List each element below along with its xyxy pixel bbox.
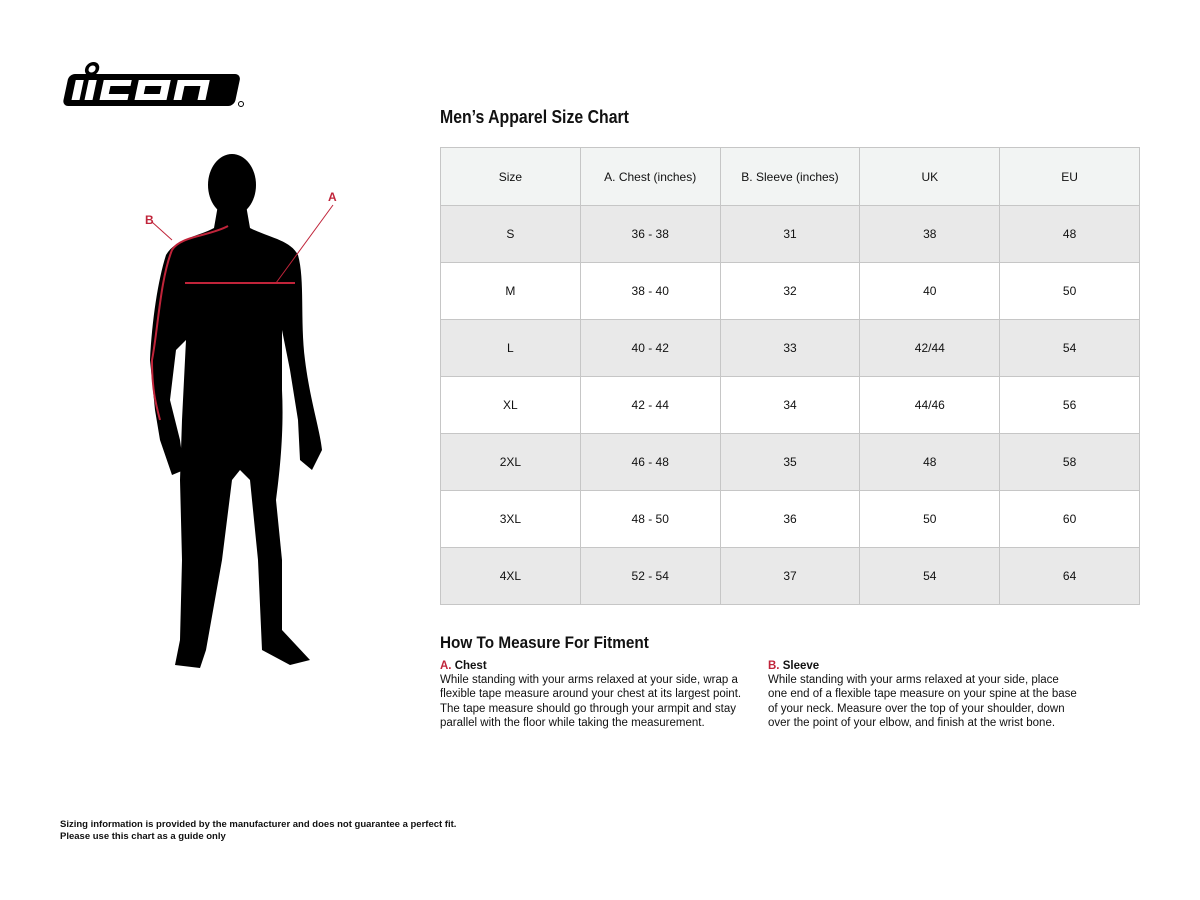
page-title: Men’s Apparel Size Chart: [440, 107, 629, 127]
cell-eu: 58: [999, 433, 1140, 491]
cell-uk: 48: [859, 433, 1001, 491]
table-header-row: Size A. Chest (inches) B. Sleeve (inches…: [440, 147, 1140, 206]
header-uk: UK: [859, 147, 1001, 206]
cell-eu: 56: [999, 376, 1140, 434]
cell-size: 4XL: [440, 547, 581, 605]
cell-uk: 44/46: [859, 376, 1001, 434]
cell-sleeve: 32: [719, 262, 861, 320]
cell-uk: 38: [859, 205, 1001, 263]
size-chart-table: Size A. Chest (inches) B. Sleeve (inches…: [440, 147, 1140, 605]
cell-chest: 42 - 44: [579, 376, 721, 434]
silhouette: [150, 154, 322, 668]
cell-eu: 48: [999, 205, 1140, 263]
header-size: Size: [440, 147, 581, 206]
cell-chest: 52 - 54: [579, 547, 721, 605]
sleeve-text: While standing with your arms relaxed at…: [768, 674, 1077, 729]
table-row: 3XL 48 - 50 36 50 60: [440, 490, 1140, 548]
chest-letter: A.: [440, 660, 452, 672]
disclaimer-line-2: Please use this chart as a guide only: [60, 831, 226, 842]
table-row: 4XL 52 - 54 37 54 64: [440, 547, 1140, 605]
howto-title: How To Measure For Fitment: [440, 633, 649, 652]
cell-sleeve: 37: [719, 547, 861, 605]
body-silhouette-diagram: A B: [145, 154, 337, 668]
icon-brand-logo: [63, 62, 244, 107]
cell-size: M: [440, 262, 581, 320]
cell-chest: 46 - 48: [579, 433, 721, 491]
cell-uk: 42/44: [859, 319, 1001, 377]
chest-text: While standing with your arms relaxed at…: [440, 674, 742, 729]
table-row: L 40 - 42 33 42/44 54: [440, 319, 1140, 377]
sleeve-instructions: B. Sleeve While standing with your arms …: [768, 659, 1078, 730]
sleeve-heading: Sleeve: [782, 660, 820, 672]
cell-eu: 54: [999, 319, 1140, 377]
cell-eu: 60: [999, 490, 1140, 548]
cell-sleeve: 33: [719, 319, 861, 377]
cell-size: XL: [440, 376, 581, 434]
table-row: S 36 - 38 31 38 48: [440, 205, 1140, 263]
label-b: B: [145, 213, 154, 227]
cell-size: L: [440, 319, 581, 377]
sleeve-letter: B.: [768, 660, 780, 672]
header-eu: EU: [999, 147, 1140, 206]
table-row: M 38 - 40 32 40 50: [440, 262, 1140, 320]
cell-chest: 38 - 40: [579, 262, 721, 320]
header-sleeve: B. Sleeve (inches): [719, 147, 861, 206]
label-a: A: [328, 190, 337, 204]
chest-instructions: A. Chest While standing with your arms r…: [440, 659, 750, 730]
disclaimer: Sizing information is provided by the ma…: [60, 819, 456, 843]
cell-chest: 48 - 50: [579, 490, 721, 548]
disclaimer-line-1: Sizing information is provided by the ma…: [60, 819, 457, 830]
cell-sleeve: 35: [719, 433, 861, 491]
cell-eu: 50: [999, 262, 1140, 320]
cell-uk: 54: [859, 547, 1001, 605]
cell-sleeve: 34: [719, 376, 861, 434]
cell-size: S: [440, 205, 581, 263]
cell-chest: 36 - 38: [579, 205, 721, 263]
cell-uk: 50: [859, 490, 1001, 548]
cell-sleeve: 36: [719, 490, 861, 548]
chest-heading: Chest: [454, 660, 487, 672]
cell-chest: 40 - 42: [579, 319, 721, 377]
table-row: XL 42 - 44 34 44/46 56: [440, 376, 1140, 434]
cell-size: 2XL: [440, 433, 581, 491]
cell-uk: 40: [859, 262, 1001, 320]
measurement-lines: [150, 204, 334, 421]
table-row: 2XL 46 - 48 35 48 58: [440, 433, 1140, 491]
cell-sleeve: 31: [719, 205, 861, 263]
cell-size: 3XL: [440, 490, 581, 548]
header-chest: A. Chest (inches): [579, 147, 721, 206]
cell-eu: 64: [999, 547, 1140, 605]
